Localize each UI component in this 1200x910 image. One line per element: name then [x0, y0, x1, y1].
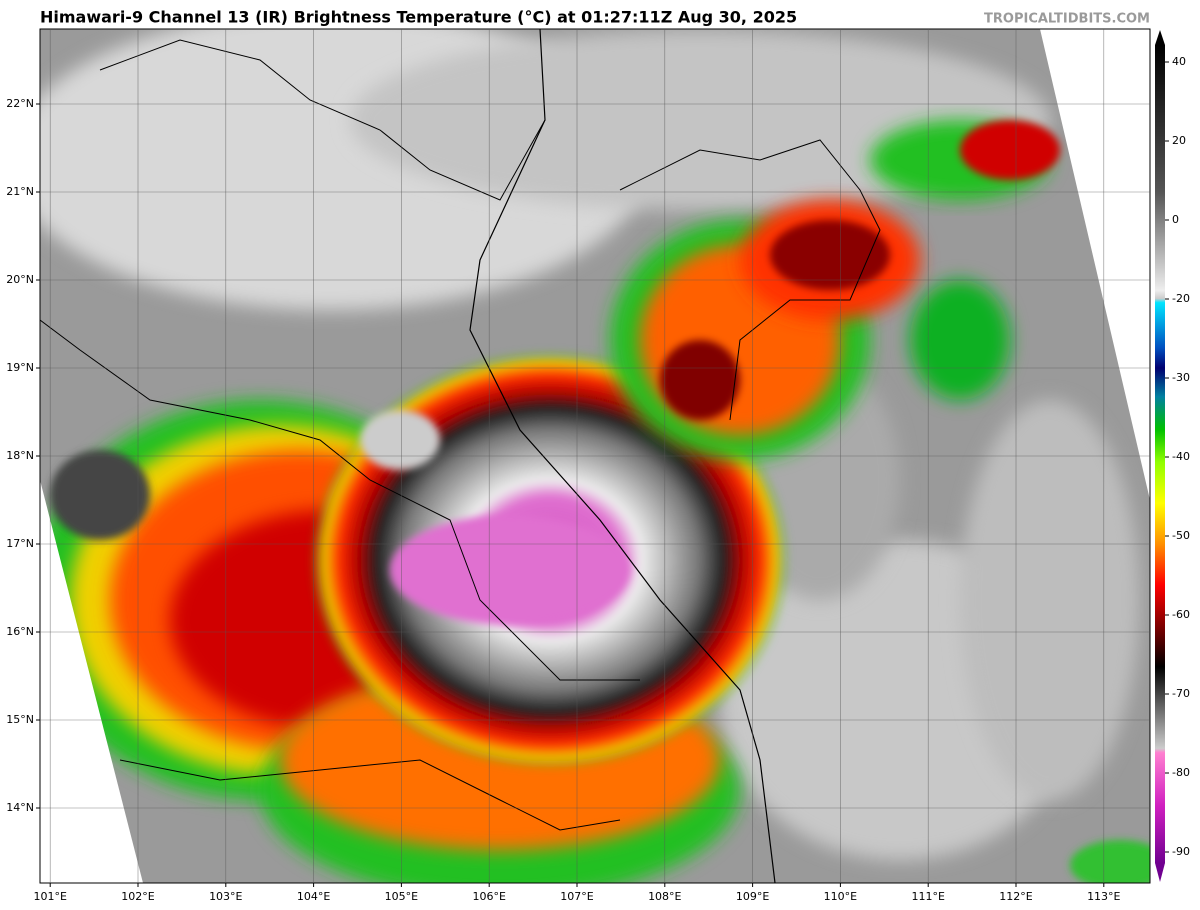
lat-tick-label: 21°N	[6, 185, 34, 198]
lon-tick-label: 110°E	[824, 890, 857, 903]
lon-tick-label: 111°E	[911, 890, 944, 903]
lon-tick-label: 105°E	[385, 890, 418, 903]
colorbar-tick-label: -20	[1172, 292, 1190, 305]
lon-tick-label: 108°E	[648, 890, 681, 903]
lat-tick-label: 15°N	[6, 713, 34, 726]
lat-tick-label: 19°N	[6, 361, 34, 374]
title: Himawari-9 Channel 13 (IR) Brightness Te…	[40, 8, 797, 27]
lat-tick-label: 16°N	[6, 625, 34, 638]
colorbar-tick-label: -90	[1172, 845, 1190, 858]
lon-tick-label: 101°E	[33, 890, 66, 903]
lat-tick-label: 20°N	[6, 273, 34, 286]
colorbar-tick-label: -60	[1172, 608, 1190, 621]
lon-tick-label: 107°E	[560, 890, 593, 903]
colorbar-tick-label: 0	[1172, 213, 1179, 226]
colorbar-tick-label: -80	[1172, 766, 1190, 779]
lon-tick-label: 106°E	[472, 890, 505, 903]
colorbar-tick-label: -50	[1172, 529, 1190, 542]
lon-tick-label: 113°E	[1087, 890, 1120, 903]
colorbar	[1155, 45, 1165, 863]
lat-tick-label: 22°N	[6, 97, 34, 110]
lon-tick-label: 112°E	[999, 890, 1032, 903]
colorbar-tick-label: -30	[1172, 371, 1190, 384]
lon-tick-label: 109°E	[736, 890, 769, 903]
graticule	[40, 29, 1150, 883]
colorbar-arrow-top	[1155, 30, 1165, 45]
lon-tick-label: 104°E	[297, 890, 330, 903]
lon-tick-label: 103°E	[209, 890, 242, 903]
colorbar-tick-label: -40	[1172, 450, 1190, 463]
colorbar-tick-label: 20	[1172, 134, 1186, 147]
lat-tick-label: 14°N	[6, 801, 34, 814]
colorbar-tick-label: 40	[1172, 55, 1186, 68]
lon-tick-label: 102°E	[121, 890, 154, 903]
lat-tick-label: 17°N	[6, 537, 34, 550]
satellite-imagery	[40, 29, 1150, 883]
lat-tick-label: 18°N	[6, 449, 34, 462]
credit: TROPICALTIDBITS.COM	[984, 12, 1150, 27]
colorbar-arrow-bottom	[1155, 863, 1165, 882]
colorbar-tick-label: -70	[1172, 687, 1190, 700]
